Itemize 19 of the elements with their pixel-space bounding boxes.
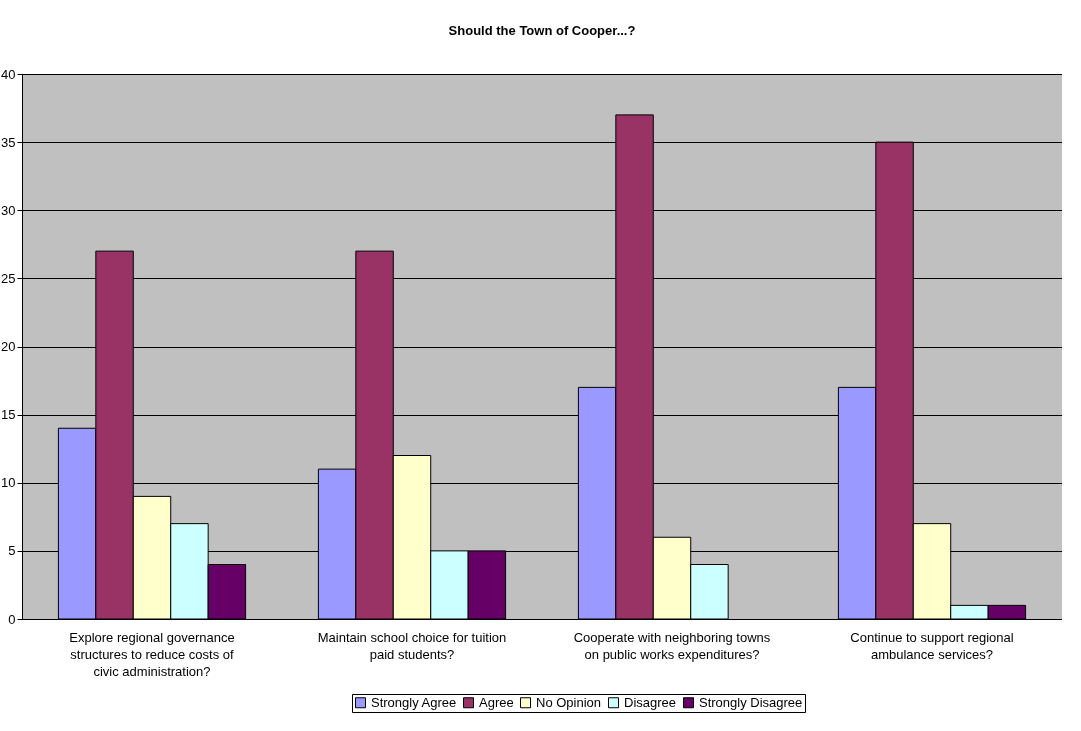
y-tick-label: 40 [1, 66, 16, 82]
y-tick-label: 30 [1, 202, 16, 218]
y-tick-label: 15 [1, 407, 16, 423]
y-tick-label: 0 [8, 611, 16, 627]
y-tick-label: 25 [1, 270, 16, 286]
y-tick-label: 10 [1, 475, 16, 491]
legend-label: Agree [479, 694, 514, 710]
y-tick-label: 35 [1, 134, 16, 150]
x-tick-label: Cooperate with neighboring towns on public works expenditures? [573, 629, 771, 662]
x-tick-label: Continue to support regional ambulance services? [850, 629, 1014, 662]
x-tick-label: Maintain school choice for tuition paid students? [317, 629, 507, 662]
x-tick-label: Explore regional governance structures to reduce costs of civic administration? [69, 629, 235, 679]
y-tick-label: 5 [8, 543, 16, 559]
legend-label: Strongly Disagree [699, 694, 803, 710]
chart-title: Should the Town of Cooper...? [448, 23, 636, 38]
legend-label: No Opinion [536, 694, 602, 710]
legend-label: Strongly Agree [371, 694, 457, 710]
y-tick-label: 20 [1, 339, 16, 354]
legend-label: Disagree [624, 694, 677, 710]
